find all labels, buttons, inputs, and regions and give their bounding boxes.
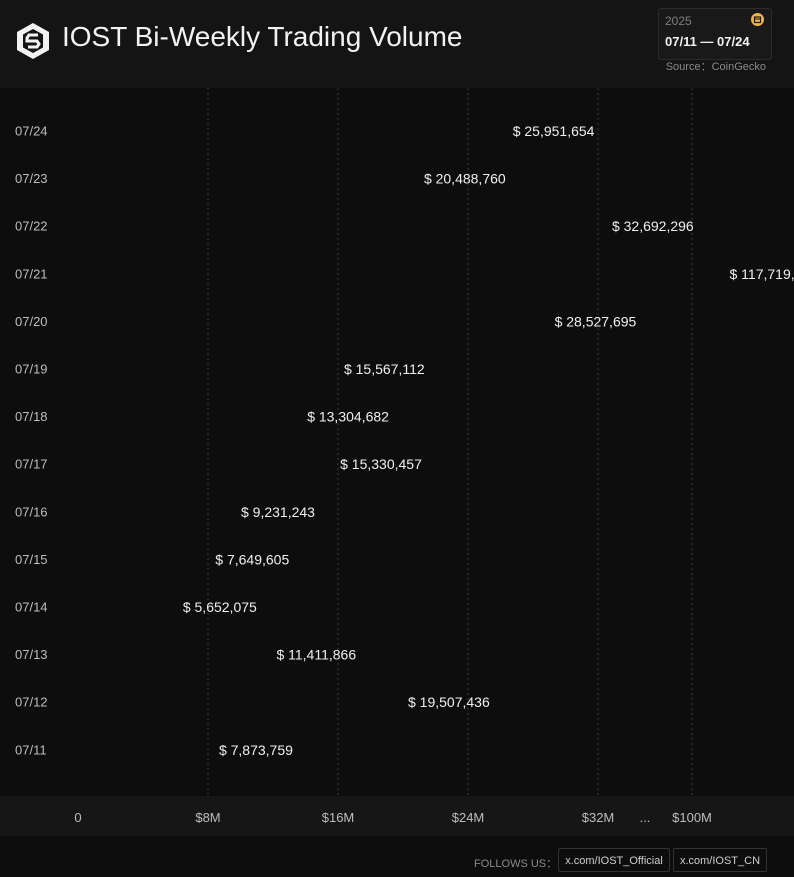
bar-value-label: $ 11,411,866 [276,647,356,663]
bar-value-label: $ 7,649,605 [215,551,289,567]
bar-value-label: $ 7,873,759 [219,742,293,758]
bar-value-label: $ 5,652,075 [183,599,257,615]
y-tick-label: 07/12 [15,695,48,710]
date-range-picker[interactable]: 2025 07/11 — 07/24 [658,8,772,60]
twitter-official-link[interactable]: x.com/IOST_Official [558,848,670,872]
calendar-icon[interactable] [751,13,764,26]
bar-value-label: $ 15,567,112 [344,361,425,377]
y-tick-label: 07/13 [15,647,48,662]
date-range-label: 07/11 — 07/24 [665,34,750,49]
x-tick-label: $16M [322,810,355,825]
footer [0,836,794,877]
year-label: 2025 [665,14,692,28]
y-tick-label: 07/11 [15,742,47,757]
y-tick-label: 07/22 [15,219,48,234]
y-tick-label: 07/14 [15,600,48,615]
x-axis: 0 $8M $16M $24M $32M... $100M [0,796,794,836]
x-tick-label: $32M [582,810,615,825]
bar-value-label: $ 13,304,682 [307,409,389,425]
x-tick-label: $8M [195,810,220,825]
twitter-cn-link[interactable]: x.com/IOST_CN [673,848,767,872]
follows-us-label: FOLLOWS US： [474,858,558,870]
y-tick-label: 07/18 [15,409,48,424]
x-tick-label: 0 [74,810,81,825]
x-tick-label: $100M [672,810,712,825]
header: IOST Bi-Weekly Trading Volume 2025 07/11… [0,0,794,88]
y-tick-label: 07/16 [15,504,48,519]
y-tick-label: 07/23 [15,171,48,186]
x-tick-label: $24M [452,810,485,825]
y-tick-label: 07/19 [15,362,48,377]
x-tick-label: ... [640,810,651,825]
chart-plot-area: 07/24 $ 25,951,654 07/23 $ 20,488,760 07/22 $… [15,88,794,796]
page-title: IOST Bi-Weekly Trading Volume [62,21,463,52]
source-label: Source：CoinGecko [665,61,766,73]
bar-value-label: $ 32,692,296 [612,218,694,234]
bar-value-label: $ 25,951,654 [513,123,595,139]
y-tick-label: 07/21 [15,266,48,281]
bar-value-label: $ 20,488,760 [424,171,506,187]
bar-value-label: $ 28,527,695 [555,313,637,329]
y-tick-label: 07/17 [15,457,48,472]
bar-value-label: $ 117,719,930 [729,266,794,282]
iost-logo-icon [17,23,49,59]
y-tick-label: 07/15 [15,552,48,567]
y-tick-label: 07/20 [15,314,48,329]
bar-value-label: $ 15,330,457 [340,456,422,472]
bar-value-label: $ 19,507,436 [408,694,490,710]
bar-value-label: $ 9,231,243 [241,504,315,520]
y-tick-label: 07/24 [15,124,48,139]
